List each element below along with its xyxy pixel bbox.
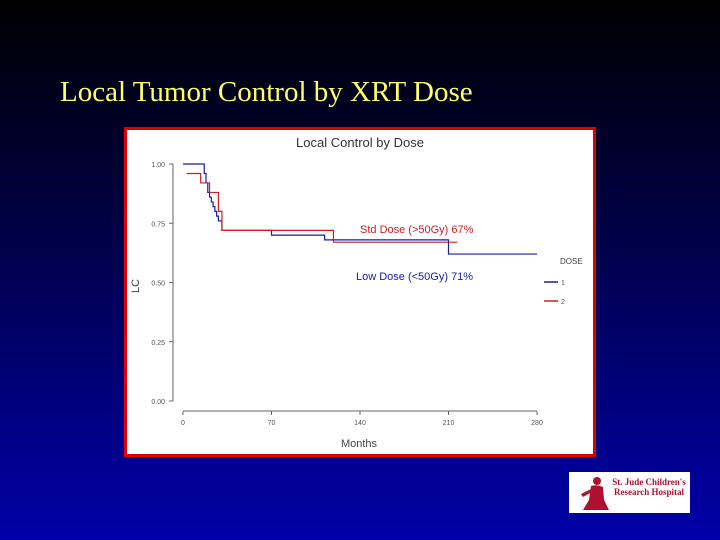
legend-label-2: 2 [561,299,565,306]
y-tick-label: 0.75 [151,221,165,228]
slide-title: Local Tumor Control by XRT Dose [60,76,473,108]
x-tick-label: 0 [181,420,185,427]
y-tick-label: 0.25 [151,340,165,347]
y-axis-label: LC [130,279,142,293]
x-tick-label: 140 [354,420,366,427]
series-line-1 [183,163,537,255]
x-tick-label: 210 [443,420,455,427]
annotation-std-dose: Std Dose (>50Gy) 67% [360,224,474,236]
st-jude-logo: St. Jude Children's Research Hospital [569,472,690,513]
y-tick-label: 0.50 [151,281,165,288]
km-chart: Local Control by Dose LC Months DOSE Std… [130,135,583,450]
legend-label-1: 1 [561,280,565,287]
series-line-2 [186,172,458,243]
y-tick-label: 0.00 [151,399,165,406]
annotation-low-dose: Low Dose (<50Gy) 71% [356,271,473,283]
chart-frame: Local Control by Dose LC Months DOSE Std… [124,127,596,457]
st-jude-statue-icon [581,477,609,510]
x-tick-label: 70 [268,420,276,427]
chart-title: Local Control by Dose [296,135,424,150]
legend-title: DOSE [560,257,583,266]
x-axis-label: Months [341,438,378,450]
logo-wordmark: St. Jude Children's Research Hospital [612,477,686,497]
x-tick-label: 280 [531,420,543,427]
y-tick-label: 1.00 [151,162,165,169]
